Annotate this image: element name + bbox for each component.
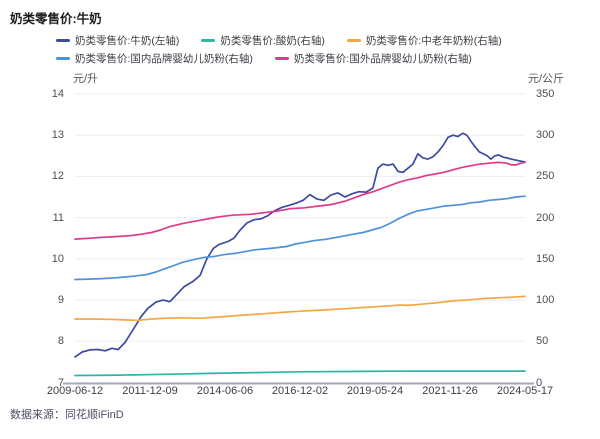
legend-swatch-domestic_infant_powder [56, 57, 70, 60]
left-axis-tick-11: 11 [52, 212, 64, 224]
left-axis-tick-12: 12 [51, 170, 64, 182]
right-axis-tick-100: 100 [536, 294, 555, 306]
series-line-foreign_infant_powder [74, 161, 526, 240]
left-axis-tick-8: 8 [57, 335, 64, 347]
x-axis-tick-2024-05-17: 2024-05-17 [496, 385, 554, 397]
x-axis-tick-2016-12-02: 2016-12-02 [271, 385, 329, 397]
legend-row-1: 奶类零售价:牛奶(左轴) 奶类零售价:酸奶(右轴) 奶类零售价:中老年奶粉(右轴) [56, 33, 502, 48]
left-axis-unit: 元/升 [73, 73, 99, 85]
legend-item-milk[interactable]: 奶类零售价:牛奶(左轴) [56, 33, 179, 48]
data-source: 数据来源：同花顺iFinD [10, 409, 124, 421]
legend-item-yogurt[interactable]: 奶类零售价:酸奶(右轴) [201, 33, 325, 48]
right-axis-tick-250: 250 [536, 170, 555, 182]
legend-label: 奶类零售价:酸奶(右轴) [220, 35, 325, 47]
series-line-domestic_infant_powder [74, 195, 526, 281]
left-axis-tick-13: 13 [51, 129, 64, 141]
x-axis-tick-2011-12-09: 2011-12-09 [122, 385, 178, 397]
left-axis-tick-10: 10 [51, 253, 64, 265]
legend-item-foreign_infant_powder[interactable]: 奶类零售价:国外品牌婴幼儿奶粉(右轴) [274, 51, 472, 66]
series-line-milk [74, 132, 526, 358]
legend-item-domestic_infant_powder[interactable]: 奶类零售价:国内品牌婴幼儿奶粉(右轴) [56, 51, 253, 66]
left-axis-tick-7: 7 [57, 377, 64, 389]
right-axis-tick-350: 350 [536, 88, 555, 100]
legend-label: 奶类零售价:中老年奶粉(右轴) [365, 35, 502, 47]
legend-swatch-milk [56, 39, 70, 42]
legend-swatch-foreign_infant_powder [274, 57, 289, 60]
x-axis-tick-2014-06-06: 2014-06-06 [196, 385, 254, 397]
x-axis-tick-2021-11-26: 2021-11-26 [422, 385, 478, 397]
right-axis-tick-0: 0 [536, 377, 543, 389]
left-axis-tick-9: 9 [57, 294, 64, 306]
left-axis-tick-14: 14 [51, 88, 64, 100]
legend-label: 奶类零售价:国外品牌婴幼儿奶粉(右轴) [293, 53, 472, 65]
chart-title: 奶类零售价:牛奶 [10, 12, 102, 26]
right-axis-tick-50: 50 [536, 335, 549, 347]
right-axis-tick-200: 200 [536, 212, 555, 224]
right-axis-unit: 元/公斤 [528, 73, 565, 85]
right-axis-tick-150: 150 [536, 253, 555, 265]
legend-label: 奶类零售价:国内品牌婴幼儿奶粉(右轴) [75, 53, 253, 65]
legend-swatch-yogurt [201, 39, 216, 42]
legend-item-middle_aged_powder[interactable]: 奶类零售价:中老年奶粉(右轴) [346, 33, 502, 48]
series-line-yogurt [74, 370, 526, 377]
right-axis-tick-300: 300 [536, 129, 555, 141]
series-line-middle_aged_powder [74, 295, 526, 322]
x-axis-tick-2019-05-24: 2019-05-24 [346, 385, 404, 397]
x-axis-tick-2009-06-12: 2009-06-12 [46, 385, 104, 397]
legend-row-2: 奶类零售价:国内品牌婴幼儿奶粉(右轴) 奶类零售价:国外品牌婴幼儿奶粉(右轴) [56, 51, 472, 66]
legend-label: 奶类零售价:牛奶(左轴) [75, 35, 180, 47]
legend-swatch-middle_aged_powder [346, 39, 361, 42]
